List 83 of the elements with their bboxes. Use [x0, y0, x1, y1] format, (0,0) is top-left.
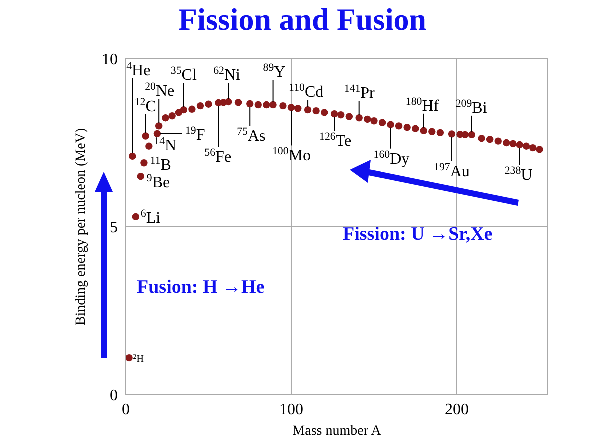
point: [205, 100, 212, 108]
point: [346, 113, 354, 120]
annotation: $^{126}$Te: [320, 131, 352, 150]
point: [330, 110, 338, 118]
annotation: $^{89}$Y: [263, 62, 286, 82]
point: [530, 144, 537, 152]
y-tick-label: 0: [110, 388, 118, 405]
annotation: $^{6}$Li: [140, 208, 162, 227]
point: [294, 105, 302, 112]
point: [522, 142, 530, 150]
annotation: $^{209}$Bi: [456, 98, 488, 117]
point: [142, 132, 150, 140]
annotation: $^{197}$Au: [434, 161, 470, 180]
point: [503, 139, 510, 147]
point: [436, 129, 444, 137]
point: [370, 118, 378, 125]
point: [146, 142, 153, 150]
point: [404, 124, 411, 132]
annotation: $^{4}$He: [126, 60, 151, 80]
point: [428, 128, 436, 136]
point: [129, 152, 136, 160]
point: [510, 140, 517, 148]
point: [254, 101, 262, 109]
point: [225, 98, 232, 106]
point: [180, 106, 188, 114]
point: [270, 101, 277, 109]
annotation: $^{180}$Hf: [406, 96, 440, 115]
point: [420, 127, 428, 135]
point: [126, 354, 133, 362]
point: [312, 107, 320, 115]
point: [246, 100, 254, 108]
annotation: $^{2}$H: [133, 354, 144, 366]
y-tick-label: 10: [102, 52, 118, 69]
chart-title: Fission and Fusion: [177, 2, 428, 38]
point: [188, 106, 196, 113]
point: [494, 138, 502, 145]
annotation: $^{11}$B: [150, 155, 172, 174]
point: [356, 114, 363, 122]
annotation: Fusion: H →He: [137, 277, 265, 298]
x-axis-title: Mass number A: [292, 424, 382, 439]
point: [478, 135, 486, 142]
point: [162, 114, 170, 122]
annotation: $^{141}$Pr: [344, 83, 376, 102]
point: [156, 122, 163, 130]
y-tick-label: 5: [110, 220, 118, 237]
y-axis-title: Binding energy per nucleon (MeV): [74, 128, 89, 326]
point: [132, 213, 140, 221]
annotation: $^{19}$F: [185, 124, 206, 144]
point: [304, 106, 312, 114]
point: [263, 101, 270, 109]
x-tick-label: 200: [444, 401, 469, 418]
point: [288, 104, 296, 112]
point: [462, 131, 469, 139]
point: [486, 136, 494, 144]
point: [536, 146, 544, 154]
point: [387, 121, 394, 128]
point: [320, 109, 328, 116]
point: [468, 131, 476, 139]
point: [364, 116, 372, 124]
point: [280, 102, 287, 110]
annotation: $^{9}$Be: [146, 172, 170, 192]
point: [137, 173, 144, 180]
point: [338, 112, 345, 119]
x-tick-label: 100: [279, 401, 304, 418]
annotation: $^{238}$U: [504, 165, 534, 184]
annotation: $^{160}$Dy: [374, 148, 410, 168]
point: [140, 160, 148, 167]
point: [395, 122, 403, 130]
point: [412, 125, 420, 132]
annotation: $^{62}$Ni: [214, 65, 242, 84]
annotation: $^{14}$N: [154, 135, 178, 154]
point: [168, 112, 176, 120]
point: [234, 99, 242, 106]
annotation: $^{100}$Mo: [272, 146, 312, 165]
annotation: Fission: U →Sr,Xe: [343, 224, 493, 245]
point: [378, 119, 386, 126]
annotation: $^{56}$Fe: [204, 147, 232, 166]
point: [516, 141, 524, 149]
annotation: $^{75}$As: [237, 126, 266, 146]
point: [448, 130, 456, 138]
x-tick-label: 0: [122, 401, 130, 418]
annotation: $^{110}$Cd: [289, 82, 324, 102]
point: [196, 102, 204, 110]
